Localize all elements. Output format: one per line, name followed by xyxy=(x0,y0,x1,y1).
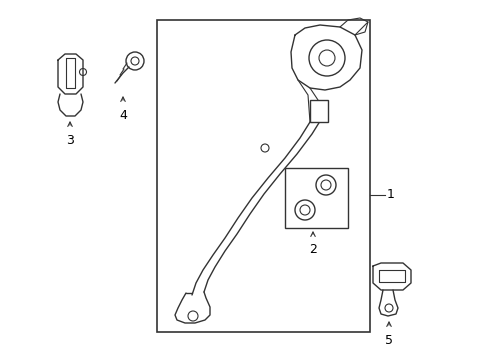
Text: 3: 3 xyxy=(66,134,74,147)
Bar xyxy=(285,168,347,228)
Text: 5: 5 xyxy=(384,334,392,347)
Bar xyxy=(157,20,369,332)
Text: 2: 2 xyxy=(308,243,316,256)
Text: 1: 1 xyxy=(386,189,394,202)
Bar xyxy=(309,100,327,122)
Text: 4: 4 xyxy=(119,109,127,122)
